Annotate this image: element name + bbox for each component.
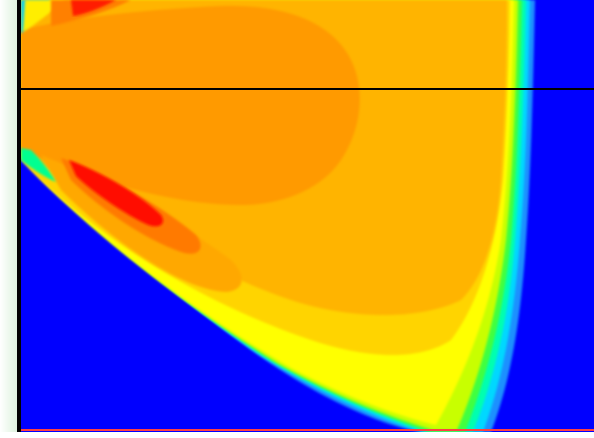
contour-band-orange xyxy=(21,5,360,205)
contour-plot-area xyxy=(21,0,594,432)
bottom-margin-strip xyxy=(0,432,594,438)
contour-band-topleft-orange xyxy=(51,0,131,26)
contour-band-lowerleft-lip xyxy=(21,148,56,182)
left-axis-line xyxy=(17,0,21,432)
contour-band-topleft-red xyxy=(71,0,116,16)
left-margin-strip xyxy=(0,0,17,438)
contour-band-shear-red xyxy=(69,160,164,227)
